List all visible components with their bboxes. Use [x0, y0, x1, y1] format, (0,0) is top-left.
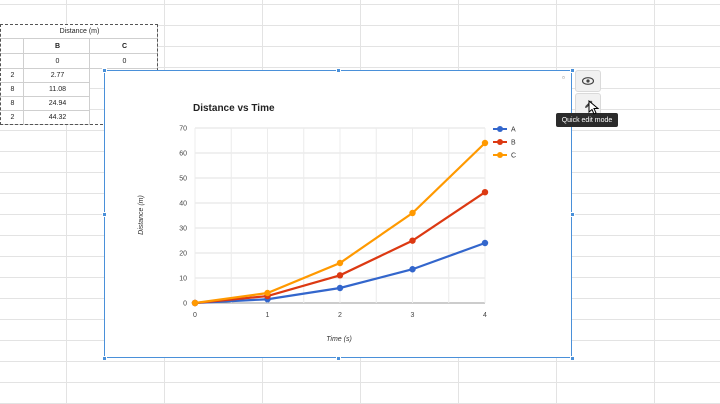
- header-cell-a[interactable]: [0, 39, 24, 54]
- y-tick-label: 10: [179, 276, 187, 283]
- cell-b2[interactable]: 2.77: [24, 69, 90, 83]
- header-cell-c[interactable]: C: [90, 39, 158, 54]
- cell-b4[interactable]: 24.94: [24, 97, 90, 111]
- x-tick-label: 2: [338, 312, 342, 319]
- data-point-C: [264, 289, 271, 297]
- x-axis-ticks: 0 1 2 3 4: [193, 312, 487, 319]
- cell-a5[interactable]: 2: [0, 111, 24, 125]
- data-point-C: [409, 209, 416, 217]
- chart-series: [191, 139, 489, 307]
- y-axis-ticks: 0 10 20 30 40 50 60 70: [179, 126, 187, 308]
- y-tick-label: 20: [179, 251, 187, 258]
- y-tick-label: 60: [179, 151, 187, 158]
- data-point-C: [191, 299, 199, 307]
- legend-swatch-dot: [497, 126, 503, 132]
- data-point-B: [481, 189, 489, 196]
- legend-swatch-dot: [497, 139, 503, 145]
- header-cell-b[interactable]: B: [24, 39, 90, 54]
- resize-handle-right[interactable]: [570, 212, 575, 217]
- y-tick-label: 40: [179, 201, 187, 208]
- legend-swatch-dot: [497, 152, 503, 158]
- y-tick-label: 0: [183, 301, 187, 308]
- y-axis-label: Distance (m): [138, 195, 145, 235]
- data-point-B: [336, 272, 344, 279]
- data-point-C: [481, 139, 489, 147]
- resize-handle-top-left[interactable]: [102, 68, 107, 73]
- y-tick-label: 70: [179, 126, 187, 133]
- legend-label-C: C: [511, 153, 516, 160]
- cell-a4[interactable]: 8: [0, 97, 24, 111]
- data-point-A: [481, 239, 489, 247]
- cell-b5[interactable]: 44.32: [24, 111, 90, 125]
- chart-menu-icon[interactable]: ▫: [562, 73, 565, 82]
- eye-icon: [582, 77, 594, 85]
- resize-handle-left[interactable]: [102, 212, 107, 217]
- cell-a2[interactable]: 2: [0, 69, 24, 83]
- chart-object[interactable]: Distance vs Time 0 10 20 30 40 50 60 70 0 1 2 3 4 A…: [104, 70, 572, 358]
- x-tick-label: 3: [411, 312, 415, 319]
- resize-handle-bottom[interactable]: [336, 356, 341, 361]
- x-tick-label: 0: [193, 312, 197, 319]
- y-tick-label: 50: [179, 176, 187, 183]
- data-point-A: [336, 284, 344, 292]
- y-tick-label: 30: [179, 226, 187, 233]
- cell-a3[interactable]: 8: [0, 83, 24, 97]
- resize-handle-bottom-right[interactable]: [570, 356, 575, 361]
- cell-c1[interactable]: 0: [90, 54, 158, 69]
- data-point-A: [409, 266, 416, 273]
- resize-handle-bottom-left[interactable]: [102, 356, 107, 361]
- data-point-C: [336, 259, 344, 267]
- data-point-B: [409, 237, 416, 244]
- resize-handle-top-right[interactable]: [570, 68, 575, 73]
- cell-b3[interactable]: 11.08: [24, 83, 90, 97]
- quick-edit-tooltip: Quick edit mode: [556, 113, 618, 127]
- x-tick-label: 1: [266, 312, 270, 319]
- chart-title: Distance vs Time: [193, 103, 275, 114]
- x-tick-label: 4: [483, 312, 487, 319]
- chart-legend[interactable]: ABC: [493, 126, 516, 160]
- legend-label-A: A: [511, 127, 516, 134]
- resize-handle-top[interactable]: [336, 68, 341, 73]
- legend-label-B: B: [511, 140, 516, 147]
- merged-header-cell[interactable]: Distance (m): [0, 24, 158, 39]
- cell-a1[interactable]: [0, 54, 24, 69]
- line-chart[interactable]: Distance vs Time 0 10 20 30 40 50 60 70 0 1 2 3 4 A…: [105, 71, 571, 357]
- preview-button[interactable]: [575, 70, 601, 92]
- cell-b1[interactable]: 0: [24, 54, 90, 69]
- mouse-cursor-icon: [588, 100, 600, 115]
- x-axis-label: Time (s): [326, 336, 352, 343]
